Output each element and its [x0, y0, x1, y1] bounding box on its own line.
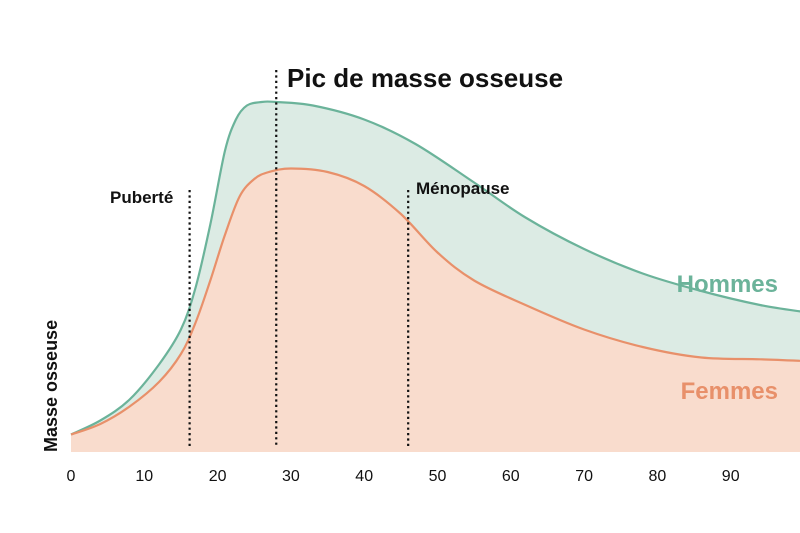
series-label-hommes: Hommes	[677, 271, 778, 298]
x-tick-30: 30	[282, 468, 300, 485]
x-tick-90: 90	[722, 468, 740, 485]
line-hommes	[70, 100, 800, 436]
area-femmes	[71, 168, 800, 452]
x-tick-0: 0	[67, 468, 76, 485]
x-axis-ticks: 01020304050607080901	[67, 468, 740, 485]
line-layer	[70, 100, 800, 436]
x-tick-20: 20	[209, 468, 227, 485]
x-tick-60: 60	[502, 468, 520, 485]
series-labels: Hommes Femmes	[677, 271, 778, 405]
annotation-label-2: Ménopause	[416, 179, 510, 198]
annotation-layer: Puberté Pic de masse osseuse Ménopause	[110, 63, 563, 447]
x-tick-10: 10	[135, 468, 153, 485]
annotation-label-0: Puberté	[110, 188, 173, 207]
x-tick-40: 40	[355, 468, 373, 485]
area-layer	[71, 101, 800, 452]
line-femmes	[70, 167, 800, 436]
y-axis-label: Masse osseuse	[41, 320, 61, 452]
annotation-label-1: Pic de masse osseuse	[287, 63, 563, 93]
x-tick-70: 70	[575, 468, 593, 485]
x-tick-50: 50	[429, 468, 447, 485]
series-label-femmes: Femmes	[681, 378, 778, 405]
x-tick-80: 80	[649, 468, 667, 485]
